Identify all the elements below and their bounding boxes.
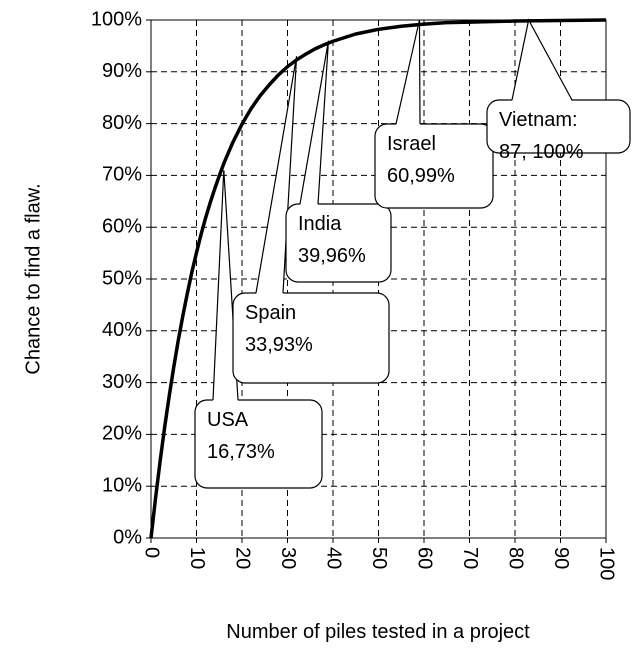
x-tick-label: 20: [232, 547, 254, 569]
y-tick-label: 80%: [102, 112, 142, 134]
callout: Vietnam: 87, 100%: [486, 18, 631, 163]
x-axis-label: Number of piles tested in a project: [226, 621, 530, 643]
callout-pointer-fill: [213, 170, 238, 402]
y-tick-label: 90%: [102, 60, 142, 82]
plot-border: [150, 19, 607, 539]
y-tick-label: 100%: [91, 8, 142, 30]
x-tick-label: 90: [550, 547, 572, 569]
y-tick-label: 20%: [102, 423, 142, 445]
callout: Spain 33,93%: [232, 56, 390, 384]
callout-text: 39,96%: [298, 245, 366, 267]
callout-text: India: [298, 213, 342, 235]
callout-text: 16,73%: [207, 441, 275, 463]
callout-text: Spain: [245, 302, 296, 324]
x-tick-label: 0: [141, 547, 163, 558]
callout: Israel 60,99%: [374, 19, 494, 209]
callout-box: [232, 292, 390, 384]
callout-pointer: [299, 40, 330, 205]
callout-box: [194, 399, 323, 489]
x-tick-label: 60: [414, 547, 436, 569]
y-tick-label: 70%: [102, 164, 142, 186]
y-tick-label: 60%: [102, 215, 142, 237]
x-tick-label: 70: [459, 547, 481, 569]
x-tick-label: 10: [186, 547, 208, 569]
callout-text: 87, 100%: [499, 141, 584, 163]
callout-text: 33,93%: [245, 334, 313, 356]
callout-box: [285, 203, 392, 283]
x-tick-label: 100: [596, 547, 618, 580]
y-tick-label: 40%: [102, 319, 142, 341]
y-tick-label: 0%: [113, 526, 142, 548]
x-tick-label: 50: [368, 547, 390, 569]
x-tick-label: 30: [277, 547, 299, 569]
x-tick-label: 80: [505, 547, 527, 569]
callout-text: USA: [207, 409, 249, 431]
callout-text: Vietnam:: [499, 109, 578, 131]
line: [149, 18, 607, 539]
callout-pointer-fill: [512, 20, 572, 102]
callout-pointer: [395, 19, 421, 125]
callout-text: 60,99%: [387, 165, 455, 187]
callout-text: Israel: [387, 133, 436, 155]
callout: India 39,96%: [285, 40, 392, 283]
y-axis-label: Chance to find a flaw.: [22, 183, 44, 374]
callout-box: [374, 123, 494, 209]
y-tick-label: 10%: [102, 474, 142, 496]
y-tick-label: 30%: [102, 371, 142, 393]
x-tick-label: 40: [323, 547, 345, 569]
callout-pointer: [511, 18, 573, 101]
callout: USA 16,73%: [194, 170, 323, 489]
y-tick-label: 50%: [102, 267, 142, 289]
